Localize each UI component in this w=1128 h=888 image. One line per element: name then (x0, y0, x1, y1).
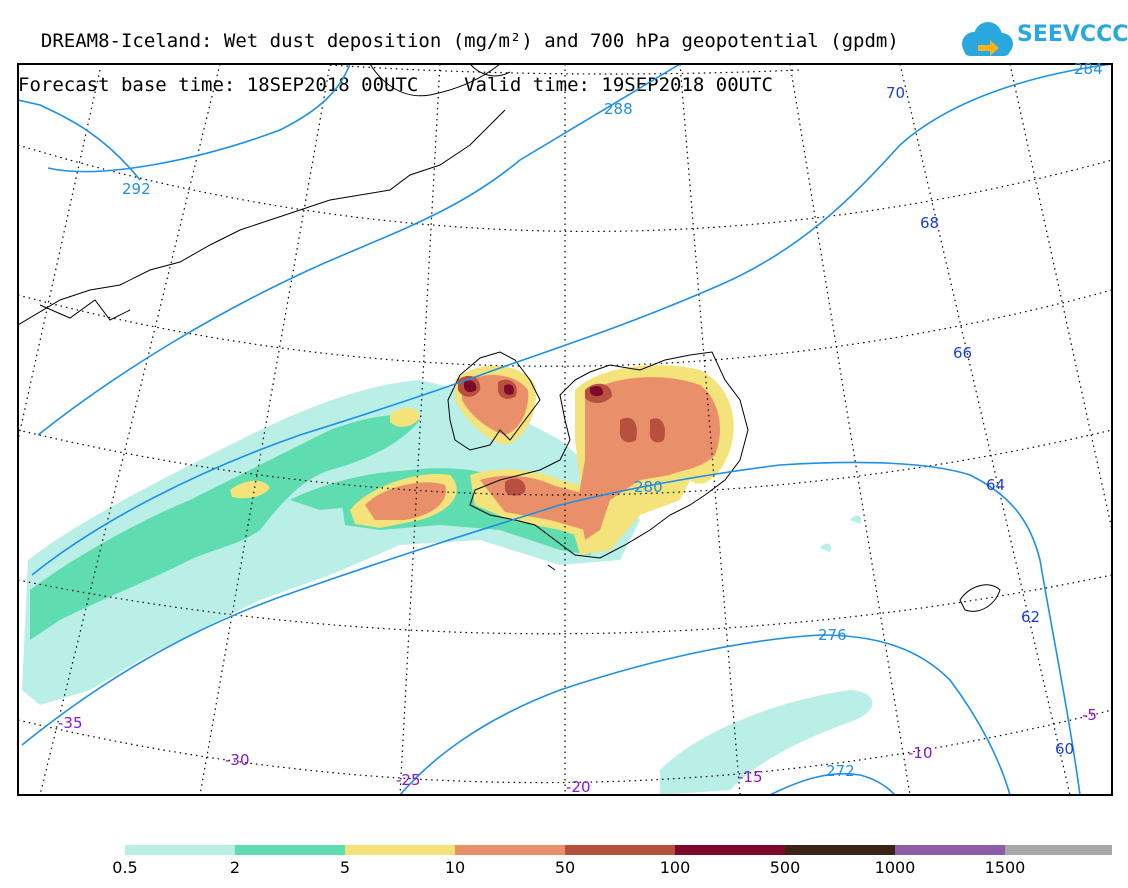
colorbar (125, 845, 1112, 855)
colorbar-swatch-3 (455, 845, 565, 855)
title-line-1: DREAM8-Iceland: Wet dust deposition (mg/… (40, 30, 899, 52)
map-frame (17, 63, 1113, 796)
colorbar-tick-5: 5 (339, 858, 351, 877)
lon-label-minus25: -25 (396, 771, 421, 789)
contour-label-292: 292 (122, 180, 151, 198)
lat-label-64: 64 (986, 476, 1005, 494)
map-title: DREAM8-Iceland: Wet dust deposition (mg/… (18, 8, 899, 118)
geopotential-contours (18, 64, 1112, 795)
contour-label-272: 272 (826, 762, 855, 780)
lat-label-66: 66 (953, 344, 972, 362)
colorbar-swatch-5 (675, 845, 785, 855)
contour-label-276: 276 (818, 626, 847, 644)
colorbar-tick-50: 50 (554, 858, 576, 877)
title-line-2: Forecast base time: 18SEP2018 00UTC Vali… (18, 74, 773, 96)
colorbar-swatch-0 (125, 845, 235, 855)
coastlines (18, 64, 1001, 612)
colorbar-tick-2: 2 (229, 858, 241, 877)
colorbar-swatch-7 (895, 845, 1005, 855)
contour-label-284: 284 (1074, 60, 1103, 78)
lat-label-62: 62 (1021, 608, 1040, 626)
colorbar-tick-100: 100 (659, 858, 691, 877)
colorbar-tick-500: 500 (769, 858, 801, 877)
graticule (18, 64, 1112, 795)
lon-label-minus30: -30 (225, 751, 250, 769)
logo-text: SEEVCCC (1017, 22, 1128, 47)
lat-label-60: 60 (1055, 740, 1074, 758)
colorbar-swatch-1 (235, 845, 345, 855)
lon-label-minus5: -5 (1082, 706, 1097, 724)
colorbar-swatch-6 (785, 845, 895, 855)
lon-label-minus15: -15 (738, 768, 763, 786)
colorbar-tick-0.5: 0.5 (112, 858, 138, 877)
colorbar-swatch-8 (1005, 845, 1112, 855)
cloud-arrow-icon (962, 22, 1013, 56)
contour-label-280: 280 (634, 478, 663, 496)
lat-label-70: 70 (886, 84, 905, 102)
lon-label-minus10: -10 (908, 744, 933, 762)
colorbar-tick-1500: 1500 (984, 858, 1026, 877)
colorbar-swatch-4 (565, 845, 675, 855)
colorbar-tick-10: 10 (444, 858, 466, 877)
contour-label-288: 288 (604, 100, 633, 118)
lon-label-minus20: -20 (566, 778, 591, 796)
dust-shading (22, 365, 873, 795)
colorbar-tick-1000: 1000 (874, 858, 916, 877)
lon-label-minus35: -35 (58, 714, 83, 732)
lat-label-68: 68 (920, 214, 939, 232)
map-content (18, 64, 1112, 795)
colorbar-swatch-2 (345, 845, 455, 855)
